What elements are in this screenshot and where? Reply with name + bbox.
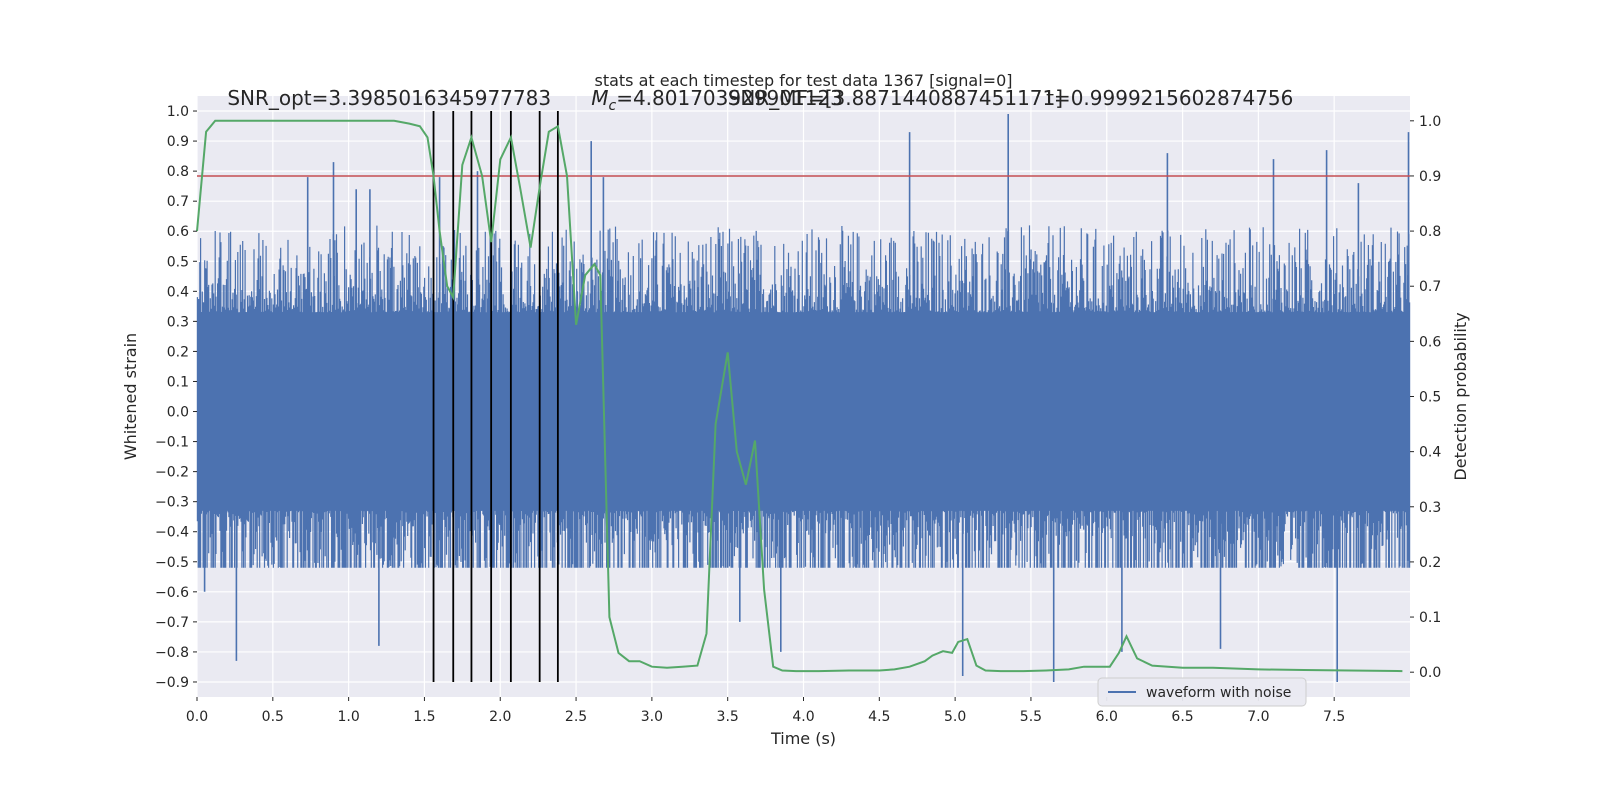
overlays bbox=[196, 111, 1410, 682]
y-tick-label: 0.6 bbox=[167, 224, 189, 240]
x-tick-label: 4.0 bbox=[792, 709, 814, 725]
y2-tick-label: 0.4 bbox=[1419, 445, 1441, 461]
legend-box bbox=[1097, 677, 1307, 707]
x-tick-label: 3.5 bbox=[717, 709, 739, 725]
y-tick-label: −0.7 bbox=[155, 615, 189, 631]
y2-tick-label: 0.2 bbox=[1419, 555, 1441, 571]
x-tick-label: 1.5 bbox=[413, 709, 435, 725]
y-tick-label: 0.9 bbox=[167, 134, 189, 150]
y-tick-label: 1.0 bbox=[167, 104, 189, 120]
x-tick-label: 7.5 bbox=[1323, 709, 1345, 725]
legend: waveform with noise bbox=[1097, 677, 1307, 707]
y2-tick-label: 0.1 bbox=[1419, 610, 1441, 626]
x-tick-label: 1.0 bbox=[337, 709, 359, 725]
y-tick-label: 0.7 bbox=[167, 194, 189, 210]
annotation-1: Mc=4.801703929901123 bbox=[591, 86, 843, 114]
annotation-3: t=0.9999215602874756 bbox=[1046, 86, 1293, 110]
annotation-2: SNR_MF=[3.8871440887451171] bbox=[728, 86, 1063, 110]
detection-probability-line bbox=[196, 119, 1403, 673]
annotation-0: SNR_opt=3.3985016345977783 bbox=[227, 86, 551, 110]
x-tick-label: 6.5 bbox=[1171, 709, 1193, 725]
y2-tick-label: 0.8 bbox=[1419, 224, 1441, 240]
x-tick-label: 7.0 bbox=[1247, 709, 1269, 725]
x-tick-label: 5.5 bbox=[1020, 709, 1042, 725]
x-tick-label: 3.0 bbox=[641, 709, 663, 725]
waveform-noise-trace bbox=[196, 225, 1411, 568]
y-tick-label: −0.5 bbox=[155, 555, 189, 571]
x-tick-label: 2.0 bbox=[489, 709, 511, 725]
y2-tick-label: 0.3 bbox=[1419, 500, 1441, 516]
y-axis-label: Whitened strain bbox=[121, 333, 140, 460]
legend-label: waveform with noise bbox=[1146, 685, 1291, 701]
x-tick-label: 6.0 bbox=[1096, 709, 1118, 725]
x-tick-label: 4.5 bbox=[868, 709, 890, 725]
y-tick-label: −0.4 bbox=[155, 525, 189, 541]
y2-tick-label: 0.6 bbox=[1419, 334, 1441, 350]
x-tick-label: 0.5 bbox=[262, 709, 284, 725]
waveform-peaks bbox=[203, 114, 1410, 682]
y-tick-label: 0.0 bbox=[167, 405, 189, 421]
annotations: SNR_opt=3.3985016345977783 Mc=4.801703929… bbox=[227, 86, 1293, 114]
y2-tick-label: 0.7 bbox=[1419, 279, 1441, 295]
y-tick-label: 0.8 bbox=[167, 164, 189, 180]
waveform-series bbox=[196, 114, 1411, 682]
y-tick-label: −0.6 bbox=[155, 585, 189, 601]
y-tick-label: 0.1 bbox=[167, 374, 189, 390]
y-tick-label: −0.3 bbox=[155, 495, 189, 511]
y2-tick-label: 0.5 bbox=[1419, 390, 1441, 406]
y-tick-label: 0.2 bbox=[167, 344, 189, 360]
y2-tick-label: 0.9 bbox=[1419, 169, 1441, 185]
y-tick-label: 0.4 bbox=[167, 284, 189, 300]
x-tick-label: 2.5 bbox=[565, 709, 587, 725]
y-tick-label: 0.5 bbox=[167, 254, 189, 270]
y-tick-label: −0.8 bbox=[155, 645, 189, 661]
y-tick-label: −0.9 bbox=[155, 675, 189, 691]
x-tick-label: 5.0 bbox=[944, 709, 966, 725]
y2-axis-label: Detection probability bbox=[1451, 312, 1470, 480]
ticks: 0.0 0.5 1.0 1.5 2.0 2.5 3.0 3.5 4.0 4.5 5.0 5.5 6.0 6… bbox=[155, 104, 1441, 725]
x-axis-label: Time (s) bbox=[770, 729, 836, 748]
y-tick-label: −0.2 bbox=[155, 465, 189, 481]
x-tick-label: 0.0 bbox=[186, 709, 208, 725]
y2-tick-label: 1.0 bbox=[1419, 114, 1441, 130]
y-tick-label: −0.1 bbox=[155, 435, 189, 451]
y2-tick-label: 0.0 bbox=[1419, 665, 1441, 681]
chart-title: stats at each timestep for test data 136… bbox=[594, 71, 1012, 90]
y-tick-label: 0.3 bbox=[167, 314, 189, 330]
